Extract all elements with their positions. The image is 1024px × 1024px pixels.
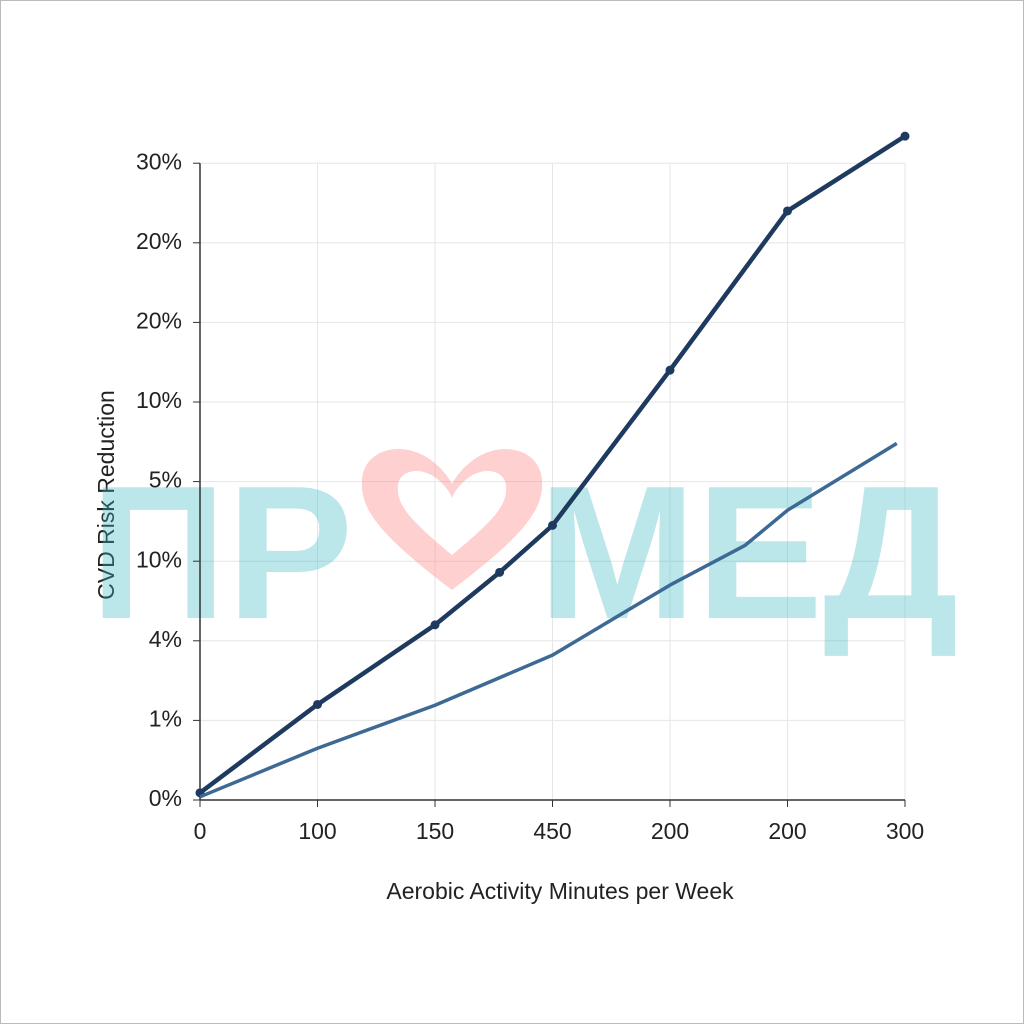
point [495,567,505,577]
y-tick-label: 20% [136,307,182,333]
x-tick-label: 0 [194,818,207,844]
point [548,520,557,530]
y-tick-label: 0% [149,785,182,811]
series-line [199,441,898,799]
watermark: ПР [90,447,353,659]
point [665,365,675,375]
x-tick-label: 200 [651,818,689,844]
y-tick-label: 20% [136,228,182,254]
point [313,699,322,709]
series-line [198,134,907,795]
y-axis-title: CVD Risk Reduction [93,390,119,600]
x-tick-label: 300 [886,818,924,844]
y-tick-label: 5% [149,467,182,493]
x-tick-label: 450 [533,818,571,844]
y-tick-label: 10% [136,387,182,413]
point [900,131,910,141]
point [430,620,440,630]
y-tick-label: 30% [136,148,182,174]
point [783,206,792,216]
watermark-heart [361,449,543,590]
x-tick-label: 200 [768,818,806,844]
y-tick-label: 10% [136,546,182,572]
x-tick-label: 150 [416,818,454,844]
x-axis-title: Aerobic Activity Minutes per Week [386,878,734,904]
x-tick-label: 100 [298,818,336,844]
y-tick-label: 4% [149,626,182,652]
y-tick-label: 1% [149,705,182,731]
